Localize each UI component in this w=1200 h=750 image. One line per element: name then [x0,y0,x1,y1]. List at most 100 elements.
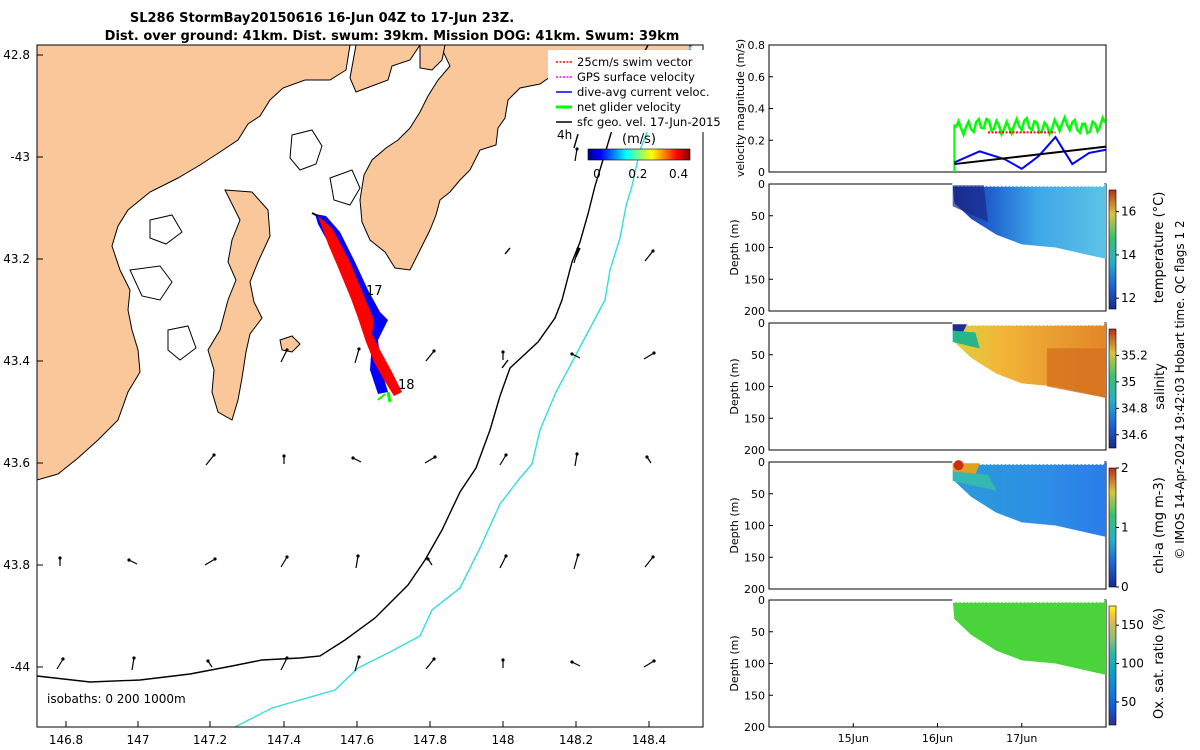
profile-panel-salinity: 0 50 100 150 200 Depth (m) 34.6 34.8 35 35.2 salin… [728,317,1168,457]
arrow-head [501,350,505,354]
map-panel: 17 18 146.8 147 147.2 147.4 147.6 147.8 148 148… [3,44,728,747]
surface-scallop [1031,321,1037,326]
surface-scallop [1092,598,1097,603]
arrow-head [504,554,508,558]
surface-scallop [1069,460,1075,465]
profile-colorbar [1108,189,1117,310]
surface-scallop [967,321,972,326]
surface-scallop [974,321,980,326]
lat-tick-label: -44 [10,660,30,674]
vel-ytick-label: 0.2 [748,134,766,147]
surface-scallop [1046,460,1052,465]
surface-scallop [959,598,965,603]
surface-scallop [1069,321,1075,326]
depth-tick-label: 0 [758,594,765,607]
surface-scallop [1088,182,1094,187]
velocity-arrow [280,556,288,568]
surface-scallop [997,460,1003,465]
day-label-17: 17 [366,284,383,299]
surface-scallop [1069,598,1075,603]
surface-scallop [993,321,999,326]
arrow-head [432,349,436,353]
surface-scallop [1027,460,1033,465]
surface-scallop [1084,182,1090,187]
velocity-arrow [573,133,579,149]
map-axes-frame [36,44,704,728]
surface-scallop [1043,321,1048,326]
surface-scallop [1020,460,1025,465]
velocity-arrow [424,456,436,464]
cbar-tick-label: 150 [1121,618,1144,632]
surface-scallop [986,460,991,465]
legend-item-label: 25cm/s swim vector [577,55,693,69]
velocity-arrow [501,359,509,369]
lat-tick-label: 43.8 [3,558,30,572]
surface-scallop [1088,321,1094,326]
fresh-surface-patch [952,324,967,333]
profile-panel-temperature: 0 50 100 150 200 Depth (m) 12 14 16 temperature (… [728,178,1167,318]
surface-scallop [1009,182,1014,187]
velocity-ylabel: velocity magnitude (m/s) [734,39,747,177]
profile-colorbar [1108,467,1117,588]
velocity-panel: 0 0.2 0.4 0.6 0.8 velocity magnitude (m/s) [734,39,1107,179]
surface-scallop [1001,598,1006,603]
colorbar-tick-label: 0 [593,167,601,181]
surface-scallop [1065,321,1071,326]
depth-axis-label: Depth (m) [728,358,741,414]
surface-scallop [990,598,995,603]
surface-scallop [1058,321,1063,326]
lon-tick-label: 148.2 [559,733,593,747]
vel-series-line [954,113,1107,139]
time-axis: 15Jun 16Jun 17Jun [838,723,1037,745]
cbar-tick-label: 2 [1121,461,1129,475]
inner-bays [129,129,361,361]
arrow-head [504,453,508,457]
surface-scallop [1054,321,1059,326]
surface-scallop [952,598,957,603]
velocity-arrow [425,658,435,670]
lon-tick-label: 146.8 [49,733,83,747]
arrow-head [206,659,210,663]
cbar-tick-label: 14 [1121,248,1136,262]
vel-series-line [954,145,1107,166]
surface-scallop [1016,321,1022,326]
isobath-1000 [234,44,693,728]
depth-tick-label: 50 [751,488,765,501]
lon-tick-label: 148.4 [632,733,666,747]
lat-tick-label: 42.8 [3,48,30,62]
surface-scallop [1039,460,1044,465]
surface-scallop [1039,598,1044,603]
surface-scallop [1084,321,1090,326]
lat-tick-label: -43 [10,150,30,164]
vel-ytick-label: 0.6 [748,71,766,84]
arrow-head [652,351,656,355]
cbar-tick-label: 35.2 [1121,348,1148,362]
profile-panel-oxsat: 0 50 100 150 200 Depth (m) 50 100 150 Ox. sat. ra… [728,594,1167,734]
map-ticks: 146.8 147 147.2 147.4 147.6 147.8 148 148.2 148.… [3,48,666,747]
velocity-arrow [644,556,654,568]
surface-scallop [997,182,1003,187]
profile-section [952,184,1106,259]
velocity-arrow [499,555,507,569]
vel-ytick-label: 0 [758,166,765,179]
surface-scallop [1035,460,1040,465]
surface-scallop [967,598,972,603]
time-tick-label: 15Jun [838,732,869,745]
surface-scallop [1081,182,1086,187]
imos-credit-label: © IMOS 14-Apr-2024 19:42:03 Hobart time.… [1173,220,1187,559]
surface-scallop [978,598,984,603]
surface-scallop [1065,598,1071,603]
arrow-head [285,555,289,559]
cbar-axis-label: temperature (°C) [1152,192,1167,304]
surface-scallop [1096,460,1101,465]
surface-scallop [1035,598,1040,603]
arrow-head [212,453,216,457]
surface-scallop [1088,460,1094,465]
velocity-arrow [56,658,64,670]
surface-scallop [982,460,987,465]
surface-scallop [1001,321,1006,326]
surface-scallop [1020,321,1025,326]
surface-scallop [993,460,999,465]
arrow-head [645,455,649,459]
